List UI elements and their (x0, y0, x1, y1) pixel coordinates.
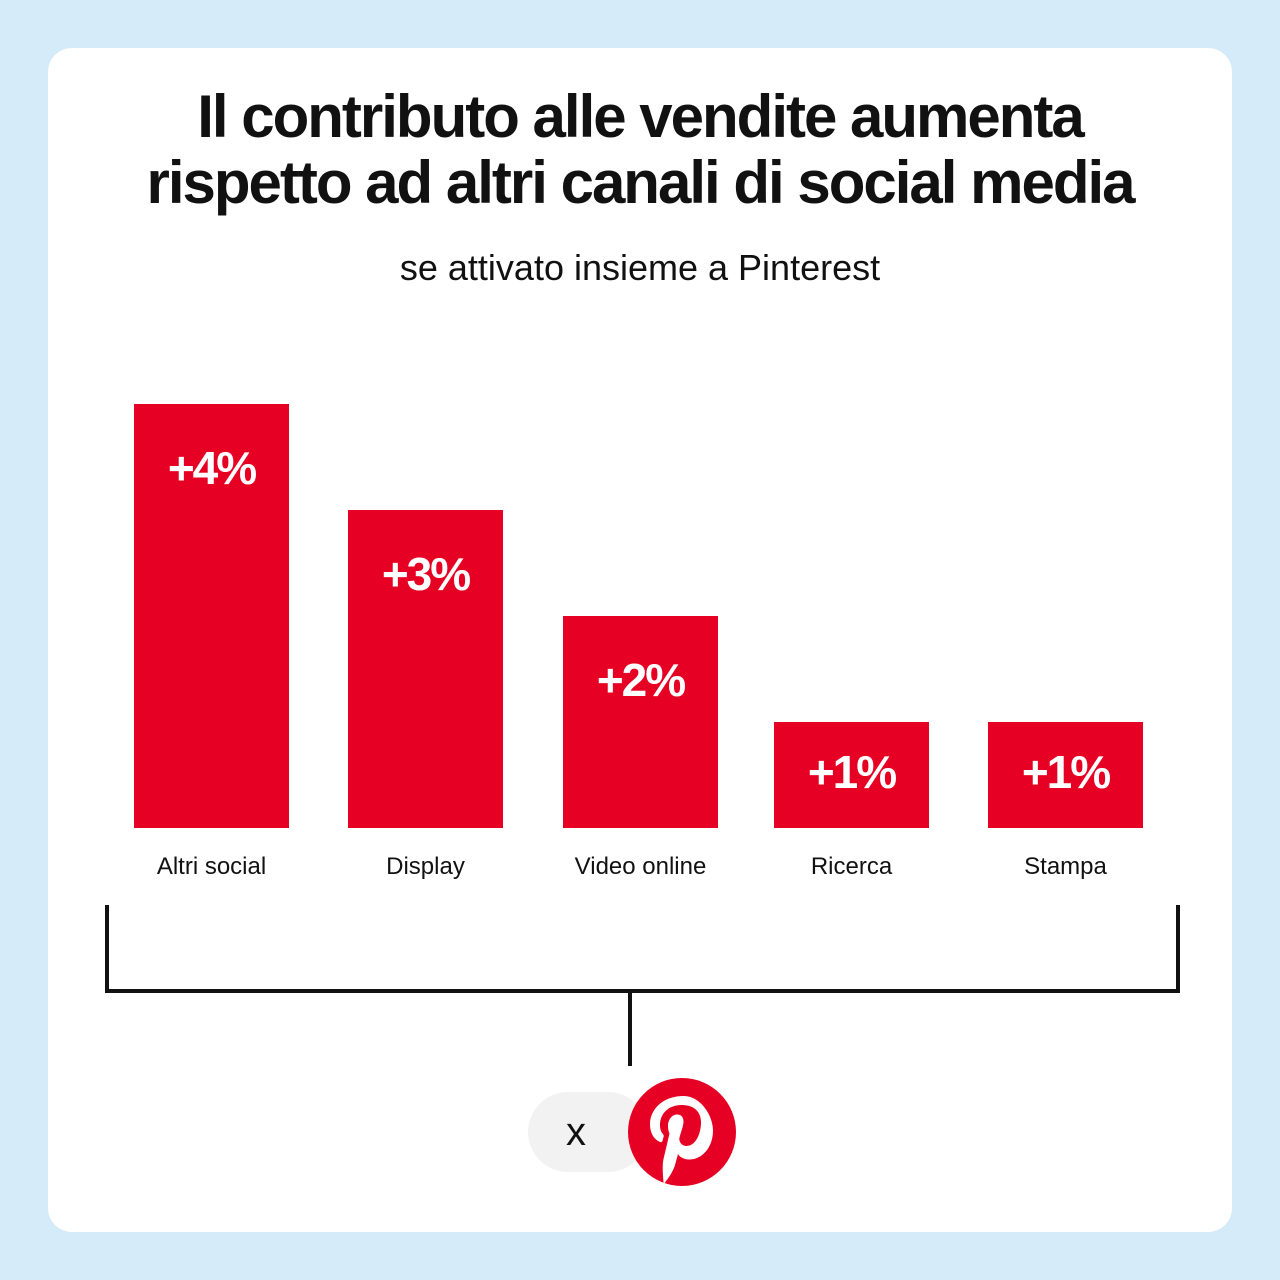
bar-stampa (988, 722, 1143, 828)
bar-value-label: +2% (597, 654, 685, 706)
bars-layer: +4% +3% +2% +1% +1% (134, 404, 1143, 828)
category-labels-layer: Altri social Display Video online Ricerca St… (157, 853, 1108, 880)
bar-video-online (563, 616, 718, 828)
category-label: Ricerca (811, 853, 893, 880)
chart-subtitle: se attivato insieme a Pinterest (399, 247, 881, 288)
bar-altri-social (134, 404, 289, 828)
category-label: Altri social (157, 853, 266, 880)
category-label: Display (386, 853, 465, 880)
bar-display (348, 510, 503, 828)
bar-value-label: +3% (382, 548, 470, 600)
bracket-connector (105, 905, 1180, 1066)
bar-value-label: +1% (1022, 746, 1110, 798)
bar-ricerca (774, 722, 929, 828)
category-label: Stampa (1024, 853, 1107, 880)
multiplier-label: x (566, 1110, 586, 1154)
pinterest-logo-icon (628, 1078, 736, 1186)
chart-title-line-1: Il contributo alle vendite aumenta (197, 83, 1085, 150)
bracket-line (105, 905, 1180, 1066)
bar-value-label: +1% (808, 746, 896, 798)
bar-value-label: +4% (168, 442, 256, 494)
chart-title: Il contributo alle vendite aumenta rispe… (0, 84, 1280, 216)
chart-title-line-2: rispetto ad altri canali di social media (146, 149, 1135, 216)
category-label: Video online (575, 853, 707, 880)
